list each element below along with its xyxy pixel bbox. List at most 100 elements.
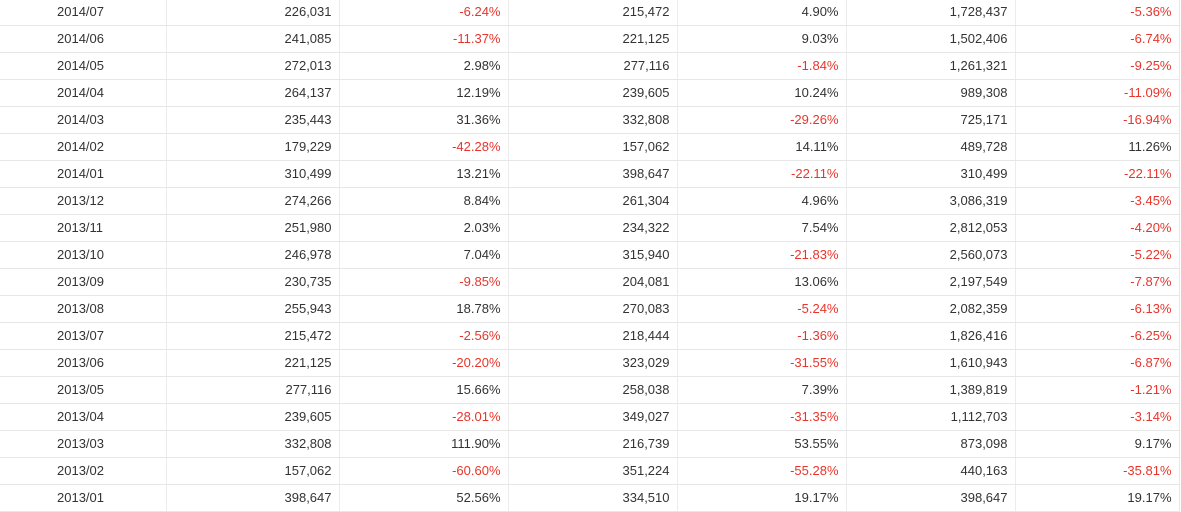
- percent-cell-1: -28.01%: [338, 403, 508, 431]
- month-cell: 2014/06: [0, 25, 166, 53]
- month-cell: 2013/09: [0, 268, 166, 296]
- cumulative-value-cell: 873,098: [845, 430, 1015, 458]
- value-cell-1: 179,229: [165, 133, 339, 161]
- value-cell-2: 334,510: [507, 484, 677, 512]
- table-row: 2013/05 277,116 15.66% 258,038 7.39% 1,389,81…: [0, 376, 1180, 404]
- value-cell-1: 332,808: [165, 430, 339, 458]
- value-cell-2: 218,444: [507, 322, 677, 350]
- month-cell: 2014/04: [0, 79, 166, 107]
- value-cell-1: 255,943: [165, 295, 339, 323]
- percent-cell-1: -60.60%: [338, 457, 508, 485]
- value-cell-1: 310,499: [165, 160, 339, 188]
- cumulative-value-cell: 310,499: [845, 160, 1015, 188]
- percent-cell-2: -31.55%: [676, 349, 846, 377]
- percent-cell-1: 7.04%: [338, 241, 508, 269]
- cumulative-percent-cell: -7.87%: [1014, 268, 1180, 296]
- percent-cell-2: -31.35%: [676, 403, 846, 431]
- cumulative-percent-cell: 9.17%: [1014, 430, 1180, 458]
- month-cell: 2013/01: [0, 484, 166, 512]
- cumulative-value-cell: 1,261,321: [845, 52, 1015, 80]
- month-cell: 2014/05: [0, 52, 166, 80]
- percent-cell-2: -29.26%: [676, 106, 846, 134]
- percent-cell-1: 12.19%: [338, 79, 508, 107]
- cumulative-percent-cell: -3.45%: [1014, 187, 1180, 215]
- value-cell-1: 246,978: [165, 241, 339, 269]
- value-cell-2: 239,605: [507, 79, 677, 107]
- percent-cell-2: -55.28%: [676, 457, 846, 485]
- value-cell-2: 398,647: [507, 160, 677, 188]
- percent-cell-2: 13.06%: [676, 268, 846, 296]
- percent-cell-2: 14.11%: [676, 133, 846, 161]
- value-cell-2: 349,027: [507, 403, 677, 431]
- cumulative-percent-cell: -5.36%: [1014, 0, 1180, 26]
- value-cell-1: 221,125: [165, 349, 339, 377]
- month-cell: 2013/03: [0, 430, 166, 458]
- cumulative-value-cell: 440,163: [845, 457, 1015, 485]
- cumulative-percent-cell: 19.17%: [1014, 484, 1180, 512]
- value-cell-2: 216,739: [507, 430, 677, 458]
- cumulative-value-cell: 1,826,416: [845, 322, 1015, 350]
- month-cell: 2013/08: [0, 295, 166, 323]
- table-row: 2014/05 272,013 2.98% 277,116 -1.84% 1,261,32…: [0, 52, 1180, 80]
- percent-cell-2: -21.83%: [676, 241, 846, 269]
- percent-cell-1: 52.56%: [338, 484, 508, 512]
- percent-cell-1: -20.20%: [338, 349, 508, 377]
- month-cell: 2014/01: [0, 160, 166, 188]
- percent-cell-2: 9.03%: [676, 25, 846, 53]
- value-cell-2: 351,224: [507, 457, 677, 485]
- percent-cell-1: -42.28%: [338, 133, 508, 161]
- table-row: 2013/11 251,980 2.03% 234,322 7.54% 2,812,053…: [0, 214, 1180, 242]
- month-cell: 2014/02: [0, 133, 166, 161]
- value-cell-2: 270,083: [507, 295, 677, 323]
- value-cell-2: 234,322: [507, 214, 677, 242]
- value-cell-1: 277,116: [165, 376, 339, 404]
- month-cell: 2013/02: [0, 457, 166, 485]
- month-cell: 2013/10: [0, 241, 166, 269]
- cumulative-percent-cell: -35.81%: [1014, 457, 1180, 485]
- value-cell-1: 235,443: [165, 106, 339, 134]
- cumulative-value-cell: 1,112,703: [845, 403, 1015, 431]
- month-cell: 2013/12: [0, 187, 166, 215]
- cumulative-value-cell: 2,082,359: [845, 295, 1015, 323]
- percent-cell-1: 15.66%: [338, 376, 508, 404]
- cumulative-percent-cell: -4.20%: [1014, 214, 1180, 242]
- month-cell: 2013/05: [0, 376, 166, 404]
- value-cell-1: 215,472: [165, 322, 339, 350]
- value-cell-1: 274,266: [165, 187, 339, 215]
- value-cell-2: 332,808: [507, 106, 677, 134]
- value-cell-1: 157,062: [165, 457, 339, 485]
- value-cell-1: 239,605: [165, 403, 339, 431]
- table-row: 2013/03 332,808 111.90% 216,739 53.55% 873,09…: [0, 430, 1180, 458]
- value-cell-1: 398,647: [165, 484, 339, 512]
- percent-cell-2: 10.24%: [676, 79, 846, 107]
- value-cell-2: 277,116: [507, 52, 677, 80]
- percent-cell-2: -5.24%: [676, 295, 846, 323]
- value-cell-2: 157,062: [507, 133, 677, 161]
- cumulative-value-cell: 989,308: [845, 79, 1015, 107]
- percent-cell-2: 7.39%: [676, 376, 846, 404]
- percent-cell-1: -6.24%: [338, 0, 508, 26]
- table-row: 2013/01 398,647 52.56% 334,510 19.17% 398,647…: [0, 484, 1180, 512]
- cumulative-value-cell: 1,728,437: [845, 0, 1015, 26]
- value-cell-2: 315,940: [507, 241, 677, 269]
- percent-cell-1: 2.98%: [338, 52, 508, 80]
- value-cell-1: 272,013: [165, 52, 339, 80]
- percent-cell-2: 53.55%: [676, 430, 846, 458]
- month-cell: 2013/11: [0, 214, 166, 242]
- table-row: 2014/04 264,137 12.19% 239,605 10.24% 989,308…: [0, 79, 1180, 107]
- cumulative-value-cell: 489,728: [845, 133, 1015, 161]
- cumulative-percent-cell: -6.25%: [1014, 322, 1180, 350]
- percent-cell-1: 8.84%: [338, 187, 508, 215]
- table-row: 2013/10 246,978 7.04% 315,940 -21.83% 2,560,0…: [0, 241, 1180, 269]
- cumulative-percent-cell: -9.25%: [1014, 52, 1180, 80]
- cumulative-value-cell: 725,171: [845, 106, 1015, 134]
- cumulative-value-cell: 3,086,319: [845, 187, 1015, 215]
- cumulative-percent-cell: -5.22%: [1014, 241, 1180, 269]
- value-cell-1: 241,085: [165, 25, 339, 53]
- table-row: 2014/01 310,499 13.21% 398,647 -22.11% 310,49…: [0, 160, 1180, 188]
- percent-cell-1: 111.90%: [338, 430, 508, 458]
- cumulative-value-cell: 1,389,819: [845, 376, 1015, 404]
- percent-cell-2: 4.96%: [676, 187, 846, 215]
